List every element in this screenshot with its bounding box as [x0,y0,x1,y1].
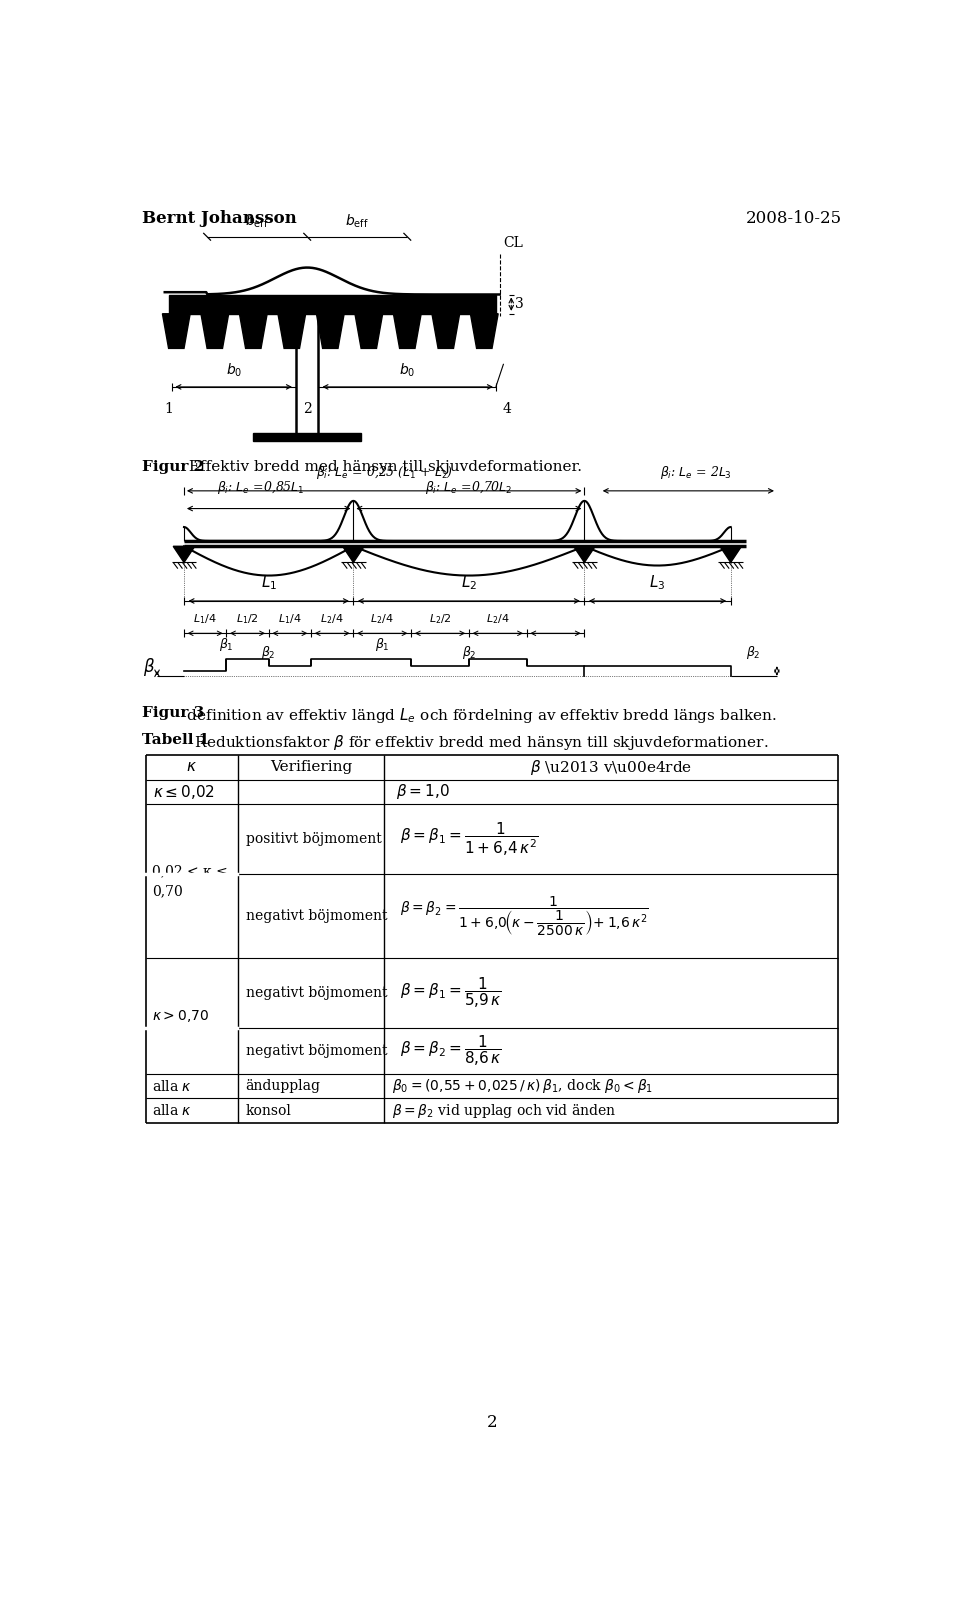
Text: Figur 2: Figur 2 [142,460,204,475]
Text: $\beta_i$: $L_e$ =0,70$L_2$: $\beta_i$: $L_e$ =0,70$L_2$ [425,480,513,496]
Text: $\beta = 1{,}0$: $\beta = 1{,}0$ [396,782,449,802]
Text: $L_2$: $L_2$ [461,573,477,591]
Text: $\beta$ \u2013 v\u00e4rde: $\beta$ \u2013 v\u00e4rde [530,758,692,776]
Text: $b_\mathrm{eff}$: $b_\mathrm{eff}$ [245,212,269,230]
Polygon shape [173,546,195,562]
Text: Effektiv bredd med hänsyn till skjuvdeformationer.: Effektiv bredd med hänsyn till skjuvdefo… [184,460,582,475]
Text: negativt böjmoment: negativt böjmoment [246,909,387,923]
Text: Reduktionsfaktor $\beta$ för effektiv bredd med hänsyn till skjuvdeformationer.: Reduktionsfaktor $\beta$ för effektiv br… [190,734,769,752]
Text: 1: 1 [164,402,173,416]
Polygon shape [317,314,344,348]
Text: 2008-10-25: 2008-10-25 [746,211,842,227]
Text: $\beta = \beta_2$ vid upplag och vid änden: $\beta = \beta_2$ vid upplag och vid änd… [392,1102,616,1119]
Polygon shape [169,295,496,314]
Polygon shape [162,314,190,348]
Text: negativt böjmoment: negativt böjmoment [246,987,387,1000]
Text: Bernt Johansson: Bernt Johansson [142,211,297,227]
Text: konsol: konsol [246,1103,292,1118]
Text: $\beta_1$: $\beta_1$ [219,637,233,653]
Text: $b_\mathrm{eff}$: $b_\mathrm{eff}$ [346,212,370,230]
Polygon shape [239,314,267,348]
Text: definition av effektiv längd $L_e$ och fördelning av effektiv bredd längs balken: definition av effektiv längd $L_e$ och f… [182,706,777,726]
Polygon shape [720,546,741,562]
Text: $\beta_0 = (0{,}55 + 0{,}025\,/\,\kappa)\,\beta_1$, dock $\beta_0 < \beta_1$: $\beta_0 = (0{,}55 + 0{,}025\,/\,\kappa)… [392,1077,653,1095]
Text: $\beta = \beta_1 = \dfrac{1}{1 + 6{,}4\,\kappa^2}$: $\beta = \beta_1 = \dfrac{1}{1 + 6{,}4\,… [399,820,538,857]
Text: 3: 3 [516,296,524,311]
Text: $\beta_2$: $\beta_2$ [747,643,761,661]
Text: $L_1$: $L_1$ [260,573,276,591]
Text: $\beta = \beta_2 = \dfrac{1}{8{,}6\,\kappa}$: $\beta = \beta_2 = \dfrac{1}{8{,}6\,\kap… [399,1034,501,1068]
Text: CL: CL [504,237,523,249]
Text: $L_2/4$: $L_2/4$ [486,612,510,627]
Text: $\beta_i$: $L_e$ = 0,25 ($L_1$ + $L_2$): $\beta_i$: $L_e$ = 0,25 ($L_1$ + $L_2$) [316,463,453,481]
Text: $L_1/4$: $L_1/4$ [278,612,301,627]
Text: Tabell 1: Tabell 1 [142,734,209,747]
Text: $\beta_2$: $\beta_2$ [462,643,476,661]
Polygon shape [432,314,460,348]
Text: $L_1/2$: $L_1/2$ [236,612,259,627]
Text: $L_2/4$: $L_2/4$ [321,612,344,627]
Text: positivt böjmoment: positivt böjmoment [246,833,381,846]
Text: 2: 2 [302,402,312,416]
Text: $L_2/2$: $L_2/2$ [428,612,451,627]
Polygon shape [394,314,421,348]
Polygon shape [253,433,361,441]
Text: 2: 2 [487,1414,497,1430]
Text: $L_2/4$: $L_2/4$ [371,612,395,627]
Polygon shape [574,546,595,562]
Text: $b_0$: $b_0$ [227,361,243,379]
Polygon shape [355,314,383,348]
Text: $L_3$: $L_3$ [649,573,665,591]
Text: $\kappa > 0{,}70$: $\kappa > 0{,}70$ [152,1008,208,1024]
Text: negativt böjmoment: negativt böjmoment [246,1043,387,1058]
Text: $\beta_1$: $\beta_1$ [375,637,390,653]
Text: $\beta_2$: $\beta_2$ [261,643,276,661]
Text: $\beta$: $\beta$ [143,656,156,679]
Text: $\beta = \beta_1 = \dfrac{1}{5{,}9\,\kappa}$: $\beta = \beta_1 = \dfrac{1}{5{,}9\,\kap… [399,975,501,1011]
Text: 4: 4 [503,402,512,416]
Text: alla $\kappa$: alla $\kappa$ [152,1103,192,1118]
Text: $\kappa$: $\kappa$ [186,760,197,774]
Text: alla $\kappa$: alla $\kappa$ [152,1079,192,1094]
Text: $\beta_i$: $L_e$ = 2$L_3$: $\beta_i$: $L_e$ = 2$L_3$ [660,463,732,481]
Text: $\kappa \leq 0{,}02$: $\kappa \leq 0{,}02$ [154,782,215,800]
Text: $L_1/4$: $L_1/4$ [193,612,217,627]
Text: Verifiering: Verifiering [270,760,352,774]
Polygon shape [470,314,498,348]
Text: 0,02 < κ ≤
0,70: 0,02 < κ ≤ 0,70 [152,865,228,897]
Polygon shape [201,314,228,348]
Text: $\beta_i$: $L_e$ =0,85$L_1$: $\beta_i$: $L_e$ =0,85$L_1$ [217,480,305,496]
Text: ändupplag: ändupplag [246,1079,321,1094]
Text: Figur 3: Figur 3 [142,706,204,721]
Text: $\beta = \beta_2 = \dfrac{1}{1 + 6{,}0\!\left(\kappa - \dfrac{1}{2500\,\kappa}\r: $\beta = \beta_2 = \dfrac{1}{1 + 6{,}0\!… [399,894,648,938]
Polygon shape [278,314,305,348]
Text: $b_0$: $b_0$ [398,361,415,379]
Polygon shape [343,546,364,562]
